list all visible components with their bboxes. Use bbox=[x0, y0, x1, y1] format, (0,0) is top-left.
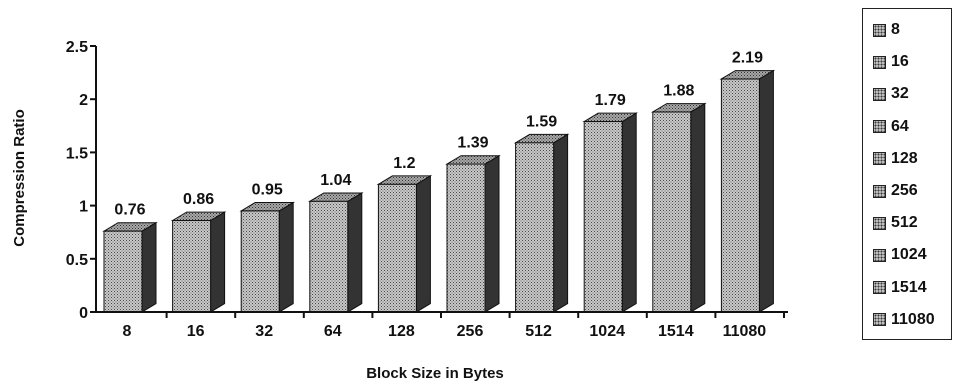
legend-label: 256 bbox=[891, 182, 918, 199]
bar-side bbox=[553, 133, 569, 313]
bar bbox=[307, 192, 364, 313]
y-tick-label: 0 bbox=[79, 305, 88, 322]
legend-swatch bbox=[873, 120, 886, 134]
bar bbox=[376, 175, 433, 313]
bar-side bbox=[758, 69, 774, 313]
x-tick-label: 11080 bbox=[723, 323, 767, 340]
bar bbox=[102, 221, 158, 313]
legend-label: 16 bbox=[891, 53, 909, 71]
legend-label: 128 bbox=[891, 149, 918, 167]
data-label: 0.95 bbox=[252, 182, 283, 199]
legend-swatch bbox=[873, 23, 886, 37]
legend-swatch bbox=[873, 313, 886, 327]
data-label: 1.04 bbox=[320, 172, 351, 189]
legend-item: 11080 bbox=[873, 309, 935, 331]
bar-front bbox=[377, 183, 417, 313]
data-label: 1.39 bbox=[457, 135, 488, 152]
y-tick-label: 0.5 bbox=[66, 252, 88, 269]
legend-item: 128 bbox=[873, 148, 918, 170]
bar-front bbox=[103, 230, 143, 313]
bar bbox=[582, 112, 639, 313]
bar bbox=[513, 133, 570, 313]
legend-swatch bbox=[873, 216, 886, 230]
legend-label: 32 bbox=[891, 85, 909, 103]
y-tick-label: 1 bbox=[79, 199, 88, 216]
y-tick-label: 2.5 bbox=[66, 39, 88, 56]
legend-swatch bbox=[873, 248, 886, 262]
x-tick-label: 8 bbox=[123, 323, 132, 340]
data-label: 1.2 bbox=[393, 155, 415, 172]
x-tick-label: 16 bbox=[187, 323, 205, 340]
bar bbox=[445, 154, 501, 313]
bar bbox=[239, 201, 296, 313]
legend-swatch bbox=[873, 152, 886, 166]
bar-side bbox=[141, 221, 157, 313]
bar-front bbox=[720, 78, 760, 313]
bar bbox=[650, 102, 707, 313]
x-axis-title: Block Size in Bytes bbox=[366, 365, 504, 382]
data-label: 1.59 bbox=[526, 113, 557, 130]
bar-side bbox=[278, 201, 294, 313]
bars: 0.76 0.86 0.95 1.04 1.2 1.39 1.59 1.79 1.88 2.19 bbox=[102, 50, 776, 313]
data-label: 1.79 bbox=[595, 92, 626, 109]
legend-item: 32 bbox=[873, 83, 909, 105]
legend-label: 11080 bbox=[891, 310, 935, 328]
bar bbox=[719, 69, 776, 313]
legend-swatch bbox=[873, 281, 886, 295]
y-axis-title: Compression Ratio bbox=[11, 109, 28, 247]
x-tick-label: 256 bbox=[457, 323, 484, 340]
data-label: 1.88 bbox=[663, 83, 694, 100]
legend-item: 256 bbox=[873, 180, 918, 202]
x-tick-label: 1024 bbox=[589, 323, 625, 340]
legend-item: 1514 bbox=[873, 277, 927, 299]
legend-item: 8 bbox=[873, 19, 900, 41]
bar bbox=[170, 211, 227, 313]
bar-side bbox=[210, 211, 226, 313]
bar-front bbox=[652, 111, 692, 313]
bar-side bbox=[484, 154, 500, 313]
bar-front bbox=[309, 200, 349, 313]
x-tick-label: 512 bbox=[525, 323, 552, 340]
legend-label: 64 bbox=[891, 117, 909, 135]
bar-front bbox=[515, 142, 555, 313]
y-axis: 0 0.5 1 1.5 2 2.5 bbox=[66, 39, 97, 322]
legend-label: 1514 bbox=[891, 278, 927, 296]
data-label: 0.86 bbox=[183, 191, 214, 208]
x-tick-label: 32 bbox=[255, 323, 273, 340]
legend-swatch bbox=[873, 184, 886, 198]
legend-item: 16 bbox=[873, 51, 909, 73]
bar-side bbox=[690, 102, 706, 313]
x-tick-label: 128 bbox=[388, 323, 415, 340]
y-tick-label: 2 bbox=[79, 92, 88, 109]
legend-label: 8 bbox=[891, 21, 900, 38]
legend-swatch bbox=[873, 55, 886, 69]
legend-item: 1024 bbox=[873, 244, 927, 266]
bar-front bbox=[240, 210, 280, 313]
bar-front bbox=[583, 121, 623, 313]
bar-side bbox=[347, 192, 363, 313]
bar-side bbox=[621, 112, 637, 313]
x-tick-label: 64 bbox=[324, 323, 342, 340]
legend: 8 16 32 64 128 256 512 1024 1514 11080 bbox=[862, 8, 952, 340]
legend-item: 512 bbox=[873, 212, 918, 234]
legend-label: 512 bbox=[891, 214, 918, 232]
legend-label: 1024 bbox=[891, 246, 927, 264]
x-tick-label: 1514 bbox=[658, 323, 694, 340]
x-axis: 8 16 32 64 128 256 512 1024 1514 11080 bbox=[96, 311, 788, 340]
legend-item: 64 bbox=[873, 116, 909, 138]
legend-swatch bbox=[873, 87, 886, 101]
data-label: 0.76 bbox=[114, 202, 145, 219]
bar-chart: 0 0.5 1 1.5 2 2.5 0.76 0.86 0.95 1.04 1.2 1.39 1.59… bbox=[11, 39, 788, 382]
data-label: 2.19 bbox=[732, 50, 763, 67]
y-tick-label: 1.5 bbox=[66, 145, 88, 162]
bar-front bbox=[172, 219, 212, 313]
bar-side bbox=[415, 175, 431, 313]
bar-front bbox=[446, 163, 486, 313]
